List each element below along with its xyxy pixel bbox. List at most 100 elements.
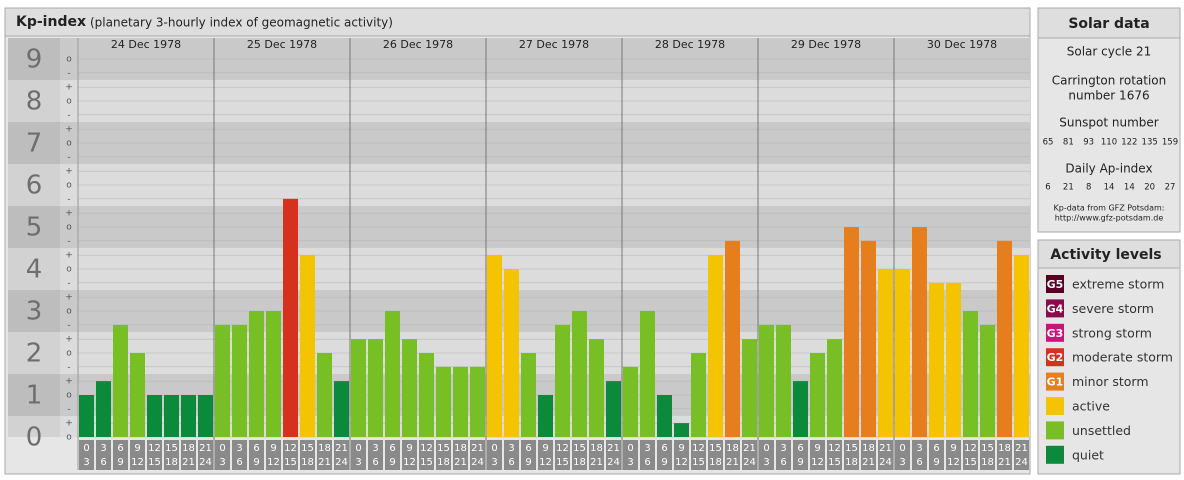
hour-box bbox=[419, 440, 434, 470]
x-tick-label: 0 bbox=[627, 443, 633, 454]
hour-box bbox=[793, 440, 808, 470]
bar bbox=[317, 353, 332, 437]
x-tick-label: 21 bbox=[454, 457, 467, 468]
x-tick-label: 21 bbox=[199, 443, 212, 454]
x-tick-label: 9 bbox=[134, 443, 140, 454]
x-tick-label: 15 bbox=[556, 457, 569, 468]
x-tick-label: 6 bbox=[372, 457, 378, 468]
bar bbox=[402, 339, 417, 437]
day-label: 28 Dec 1978 bbox=[655, 38, 725, 51]
hour-box bbox=[708, 440, 723, 470]
bar bbox=[844, 227, 859, 437]
y-tick-label: 3 bbox=[26, 297, 43, 327]
x-tick-label: 18 bbox=[998, 443, 1011, 454]
minor-tick-label: o bbox=[66, 223, 72, 233]
hour-box bbox=[96, 440, 111, 470]
hour-box bbox=[113, 440, 128, 470]
band-label bbox=[8, 374, 60, 416]
x-tick-label: 3 bbox=[372, 443, 378, 454]
solar-value: 14 bbox=[1104, 183, 1115, 193]
minor-tick-label: - bbox=[67, 404, 70, 414]
bar bbox=[878, 269, 893, 437]
x-tick-label: 15 bbox=[301, 443, 314, 454]
minor-tick-label: + bbox=[65, 209, 73, 219]
x-tick-label: 18 bbox=[726, 443, 739, 454]
x-tick-label: 3 bbox=[355, 457, 361, 468]
legend-swatch bbox=[1046, 348, 1064, 367]
x-tick-label: 12 bbox=[675, 457, 688, 468]
x-tick-label: 15 bbox=[692, 457, 705, 468]
x-tick-label: 18 bbox=[454, 443, 467, 454]
bar bbox=[436, 366, 451, 437]
y-tick-label: 2 bbox=[26, 339, 43, 369]
hour-box bbox=[147, 440, 162, 470]
bar bbox=[810, 353, 825, 437]
x-tick-label: 6 bbox=[933, 443, 939, 454]
hour-box bbox=[657, 440, 672, 470]
minor-tick-label: + bbox=[65, 293, 73, 303]
hour-box bbox=[997, 440, 1012, 470]
bar bbox=[861, 240, 876, 437]
x-tick-label: 12 bbox=[828, 443, 841, 454]
bar bbox=[181, 395, 196, 437]
x-tick-label: 3 bbox=[644, 443, 650, 454]
x-tick-label: 21 bbox=[726, 457, 739, 468]
x-tick-label: 18 bbox=[437, 457, 450, 468]
bar bbox=[470, 366, 485, 437]
chart-subtitle: (planetary 3-hourly index of geomagnetic… bbox=[90, 16, 393, 30]
x-tick-label: 9 bbox=[950, 443, 956, 454]
day-label: 25 Dec 1978 bbox=[247, 38, 317, 51]
minor-tick-label: + bbox=[65, 335, 73, 345]
band-label bbox=[8, 80, 60, 122]
bar bbox=[79, 395, 94, 437]
minor-tick-label: + bbox=[65, 251, 73, 261]
bar bbox=[368, 339, 383, 437]
x-tick-label: 18 bbox=[318, 443, 331, 454]
bar bbox=[130, 353, 145, 437]
bar bbox=[572, 311, 587, 437]
x-tick-label: 6 bbox=[797, 443, 803, 454]
x-tick-label: 3 bbox=[780, 443, 786, 454]
bar bbox=[538, 395, 553, 437]
hour-box bbox=[844, 440, 859, 470]
bar bbox=[96, 381, 111, 437]
bar bbox=[759, 324, 774, 437]
x-tick-label: 0 bbox=[491, 443, 497, 454]
bar bbox=[691, 353, 706, 437]
bar bbox=[589, 339, 604, 437]
bar bbox=[419, 353, 434, 437]
x-tick-label: 12 bbox=[403, 457, 416, 468]
bar bbox=[113, 324, 128, 437]
hour-box bbox=[640, 440, 655, 470]
hour-box bbox=[181, 440, 196, 470]
x-tick-label: 21 bbox=[607, 443, 620, 454]
hour-box bbox=[589, 440, 604, 470]
x-tick-label: 9 bbox=[253, 457, 259, 468]
x-tick-label: 12 bbox=[148, 443, 161, 454]
bar bbox=[300, 255, 315, 437]
x-tick-label: 3 bbox=[916, 443, 922, 454]
x-tick-label: 6 bbox=[389, 443, 395, 454]
x-tick-label: 21 bbox=[1015, 443, 1028, 454]
x-tick-label: 0 bbox=[355, 443, 361, 454]
bar bbox=[963, 311, 978, 437]
hour-box bbox=[827, 440, 842, 470]
x-tick-label: 24 bbox=[607, 457, 620, 468]
legend-swatch bbox=[1046, 421, 1064, 440]
band-label bbox=[8, 290, 60, 332]
legend-code: G4 bbox=[1047, 302, 1064, 315]
day-label: 30 Dec 1978 bbox=[927, 38, 997, 51]
carrington: Carrington rotation bbox=[1052, 74, 1166, 88]
hour-box bbox=[470, 440, 485, 470]
hour-box bbox=[691, 440, 706, 470]
hour-box bbox=[572, 440, 587, 470]
bar bbox=[164, 395, 179, 437]
solar-value: 93 bbox=[1083, 138, 1094, 148]
x-tick-label: 18 bbox=[862, 443, 875, 454]
minor-tick-label: - bbox=[67, 152, 70, 162]
bar bbox=[334, 381, 349, 437]
minor-tick-label: o bbox=[66, 181, 72, 191]
x-tick-label: 3 bbox=[763, 457, 769, 468]
solar-value: 135 bbox=[1142, 138, 1158, 148]
